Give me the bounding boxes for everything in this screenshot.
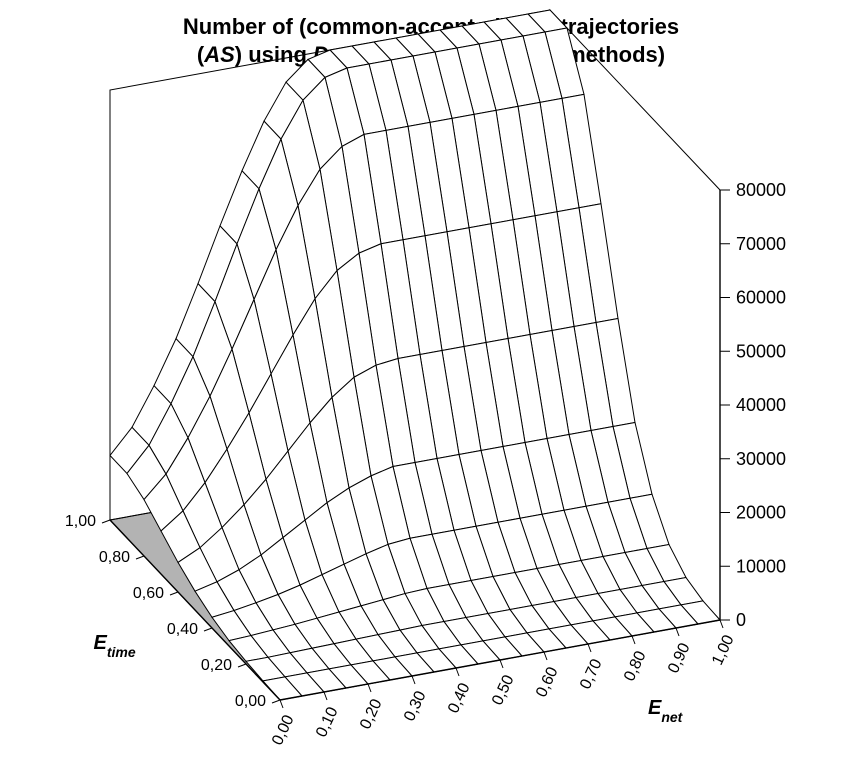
z-tick-label: 70000 [736,234,786,254]
x-tick-label: 0,50 [489,672,518,707]
x-tick [280,700,283,708]
y-tick [102,520,110,523]
x-tick-label: 0,80 [621,648,650,683]
x-tick [588,644,591,652]
x-tick-label: 0,60 [533,664,562,699]
x-tick [324,692,327,700]
y-tick-label: 0,80 [99,549,130,566]
z-tick-label: 60000 [736,288,786,308]
x-tick-label: 0,30 [401,688,430,723]
x-tick [368,684,371,692]
z-tick-label: 30000 [736,449,786,469]
z-tick-label: 20000 [736,503,786,523]
page-root: Number of (common-accepted) sub-trajecto… [0,0,862,759]
x-tick [500,660,503,668]
x-tick-label: 0,70 [577,656,606,691]
y-tick-label: 0,00 [235,693,266,710]
x-tick-label: 0,10 [313,704,342,739]
x-tick [676,628,679,636]
x-axis-label: Enet [648,697,684,725]
x-tick [544,652,547,660]
x-tick-label: 0,40 [445,680,474,715]
y-tick-label: 0,60 [133,585,164,602]
z-tick-label: 80000 [736,180,786,200]
x-tick-label: 1,00 [709,632,738,667]
y-tick-label: 0,20 [201,657,232,674]
y-tick [272,700,280,703]
x-tick-label: 0,00 [269,712,298,747]
x-tick [412,676,415,684]
z-tick-label: 0 [736,610,746,630]
z-tick-label: 10000 [736,556,786,576]
y-tick-label: 0,40 [167,621,198,638]
y-tick [238,664,246,667]
x-tick-label: 0,20 [357,696,386,731]
y-axis-label: Etime [94,632,136,660]
y-tick [204,628,212,631]
z-tick-label: 40000 [736,395,786,415]
y-tick [170,592,178,595]
x-tick [720,620,723,628]
x-tick-label: 0,90 [665,640,694,675]
y-tick [136,556,144,559]
x-tick [632,636,635,644]
x-tick [456,668,459,676]
z-tick-label: 50000 [736,341,786,361]
y-tick-label: 1,00 [65,513,96,530]
surface-chart: 0,00 0,10 0,20 0,30 0,40 0,50 0,60 0,70 0,80 0,90… [0,0,862,759]
